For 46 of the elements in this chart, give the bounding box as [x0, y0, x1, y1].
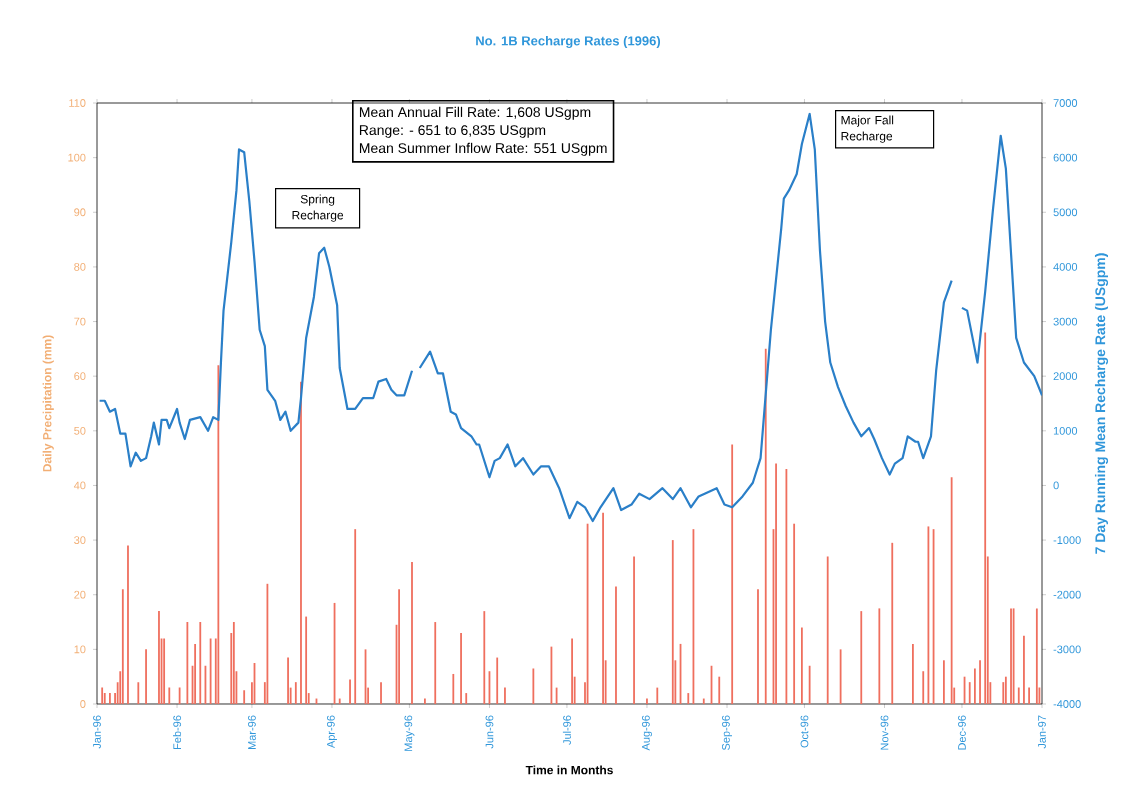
annotation: Mean Annual Fill Rate: 1,608 USgpm — [359, 106, 591, 120]
y-tick-label: 100 — [68, 153, 86, 162]
x-tick-label: Apr-96 — [326, 715, 337, 749]
y2-tick-label: -1000 — [1053, 536, 1081, 544]
y-tick-label: 60 — [74, 372, 86, 381]
annotation: Range: - 651 to 6,835 USgpm — [359, 125, 546, 138]
x-tick-label: May-96 — [404, 715, 415, 751]
x-axis-title: Time in Months — [525, 765, 613, 775]
y-tick-label: 90 — [74, 208, 86, 217]
y2-tick-label: 7000 — [1053, 99, 1078, 107]
y-tick-label: 20 — [74, 590, 86, 599]
annotation: Major Fall Recharge — [841, 115, 894, 143]
x-tick-label: Oct-96 — [800, 715, 809, 748]
y2-tick-label: 6000 — [1053, 153, 1078, 162]
x-tick-label: Dec-96 — [958, 715, 966, 750]
y-tick-label: 80 — [74, 263, 86, 271]
y2-tick-label: 4000 — [1053, 263, 1078, 271]
x-tick-label: Jun-96 — [485, 715, 494, 749]
annotation: Spring Recharge — [292, 194, 344, 222]
x-tick-label: Mar-96 — [248, 715, 256, 749]
x-tick-label: Jul-96 — [562, 715, 571, 745]
x-tick-label: Jan-97 — [1038, 715, 1046, 749]
y2-tick-label: -4000 — [1053, 700, 1081, 708]
y2-tick-label: 0 — [1053, 481, 1059, 490]
y2-tick-label: 1000 — [1053, 426, 1078, 435]
y-tick-label: 30 — [74, 536, 86, 544]
x-tick-label: Feb-96 — [173, 715, 182, 750]
x-tick-label: Jan-96 — [93, 715, 101, 749]
y2-axis-title: 7 Day Running Mean Recharge Rate (USgpm) — [1094, 253, 1109, 554]
y-axis-title: Daily Precipitation (mm) — [42, 335, 54, 472]
y-tick-label: 10 — [74, 645, 86, 654]
chart-title: No. 1B Recharge Rates (1996) — [476, 35, 661, 49]
y2-tick-label: 2000 — [1053, 372, 1078, 381]
y-tick-label: 70 — [74, 317, 86, 326]
x-tick-label: Sep-96 — [722, 715, 732, 751]
y-tick-label: 40 — [73, 481, 86, 490]
y-tick-label: 50 — [74, 426, 86, 435]
y2-tick-label: 5000 — [1053, 208, 1078, 217]
y2-tick-label: -2000 — [1053, 590, 1081, 599]
y2-tick-label: 3000 — [1053, 317, 1078, 326]
y2-tick-label: -3000 — [1053, 645, 1081, 654]
y-tick-label: 0 — [80, 700, 86, 708]
x-tick-label: Aug-96 — [641, 715, 652, 751]
x-tick-label: Nov-96 — [880, 715, 889, 750]
y-tick-label: 110 — [69, 99, 86, 107]
annotation: Mean Summer Inflow Rate: 551 USgpm — [359, 142, 607, 156]
